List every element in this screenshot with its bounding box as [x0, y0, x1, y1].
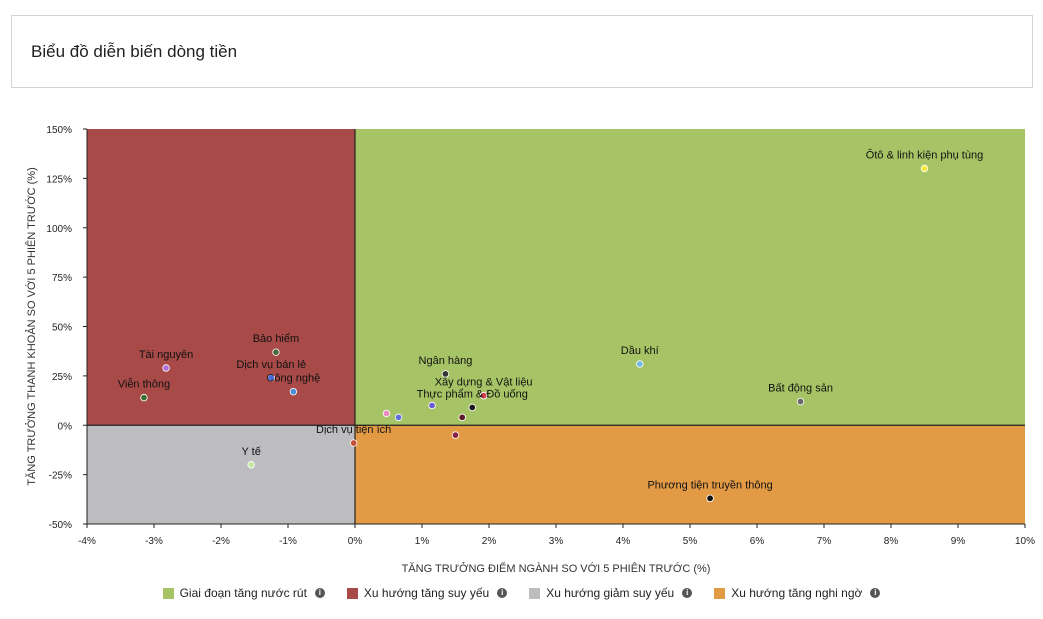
data-point-label: Xây dựng & Vật liệu [435, 377, 533, 389]
data-point-label: Bảo hiểm [253, 333, 299, 345]
legend-label: Xu hướng giảm suy yếu [546, 586, 675, 600]
chart-legend: Giai đoạn tăng nước rút i Xu hướng tăng … [0, 584, 1043, 602]
y-tick-label: -50% [49, 520, 72, 531]
legend-item-xu-huong-tang-nghi-ngo[interactable]: Xu hướng tăng nghi ngờ i [714, 584, 881, 602]
data-point-label: Dầu khí [621, 345, 659, 357]
data-point [247, 461, 255, 469]
chart-title-card: Biểu đồ diễn biến dòng tiền [11, 15, 1033, 88]
x-tick-label: -1% [279, 536, 297, 547]
y-tick-label: 150% [46, 125, 72, 136]
x-tick-label: 2% [482, 536, 497, 547]
data-point [796, 397, 805, 406]
page-title: Biểu đồ diễn biến dòng tiền [31, 42, 238, 61]
y-tick-label: 75% [52, 273, 72, 284]
data-point-label: Công nghệ [266, 373, 320, 385]
quadrant-xu-hướng-tăng-suy-yếu [87, 129, 355, 426]
data-point [920, 164, 929, 173]
legend-swatch [529, 587, 541, 599]
data-point-label: Dịch vụ bán lẻ [236, 359, 306, 371]
data-point [428, 401, 436, 410]
x-tick-label: -4% [78, 536, 96, 547]
legend-label: Xu hướng tăng nghi ngờ [731, 586, 863, 600]
data-point [458, 413, 466, 422]
y-tick-label: 100% [46, 224, 72, 235]
info-icon[interactable]: i [682, 588, 693, 598]
legend-item-xu-huong-tang-suy-yeu[interactable]: Xu hướng tăng suy yếu i [346, 584, 508, 602]
info-icon[interactable]: i [497, 588, 508, 598]
data-point [349, 439, 358, 447]
legend-label: Giai đoạn tăng nước rút [179, 586, 307, 600]
legend-item-xu-huong-giam-suy-yeu[interactable]: Xu hướng giảm suy yếu i [529, 584, 693, 602]
info-icon[interactable]: i [870, 588, 881, 598]
data-point [441, 370, 450, 378]
data-point-label: Viễn thông [118, 378, 170, 391]
legend-swatch [714, 587, 726, 599]
quadrant-xu-hướng-giảm-suy-yếu [87, 425, 355, 524]
data-point-label: Thực phẩm & Đồ uống [417, 388, 528, 400]
data-point-label: Bất động sản [768, 383, 833, 395]
legend-swatch [162, 587, 174, 599]
data-point [289, 387, 298, 396]
x-tick-label: 9% [951, 536, 966, 547]
y-tick-label: 125% [46, 174, 72, 185]
legend-item-giai-doan-tang-nuoc-rut[interactable]: Giai đoạn tăng nước rút i [162, 584, 325, 602]
data-point-label: Dịch vụ tiện ích [316, 424, 391, 436]
data-point [394, 413, 403, 422]
data-point [267, 374, 275, 382]
x-tick-label: 4% [616, 536, 631, 547]
x-axis-title: TĂNG TRƯỞNG ĐIỂM NGÀNH SO VỚI 5 PHIÊN TR… [402, 562, 711, 575]
y-tick-label: 25% [52, 372, 72, 383]
data-point [451, 431, 460, 439]
info-icon[interactable]: i [314, 588, 325, 598]
quadrant-xu-hướng-tăng-nghi-ngờ [355, 425, 1025, 524]
x-tick-label: 3% [549, 536, 564, 547]
data-point [636, 360, 644, 368]
data-point [272, 348, 280, 356]
quadrant-giai-đoạn-tăng-nước-rút [355, 129, 1025, 426]
x-tick-label: -3% [145, 536, 163, 547]
x-tick-label: 0% [348, 536, 363, 547]
y-tick-label: 50% [52, 323, 72, 334]
scatter-chart: -4% -3% -2% -1% 0% 1% 2% 3% 4% 5% 6% 7% 8% 9% 10% 150% 1… [25, 125, 1035, 575]
data-point [479, 391, 488, 400]
data-point-label: Phương tiện truyền thông [647, 479, 772, 491]
x-tick-label: 6% [750, 536, 765, 547]
x-tick-label: 7% [817, 536, 832, 547]
data-point-label: Y tế [241, 446, 260, 458]
x-tick-label: 10% [1015, 536, 1035, 547]
x-tick-label: 8% [884, 536, 899, 547]
data-point [706, 494, 714, 503]
x-tick-label: 5% [683, 536, 698, 547]
data-point [468, 403, 476, 412]
data-point-label: Tài nguyên [139, 349, 193, 361]
data-point-label: Ôtô & linh kiện phụ tùng [866, 149, 983, 162]
data-point [140, 393, 148, 402]
data-point [382, 409, 391, 418]
y-tick-label: -25% [49, 471, 72, 482]
y-tick-label: 0% [58, 421, 73, 432]
x-tick-label: -2% [212, 536, 230, 547]
legend-swatch [346, 587, 358, 599]
legend-label: Xu hướng tăng suy yếu [363, 586, 490, 600]
x-tick-label: 1% [415, 536, 430, 547]
data-point-label: Ngân hàng [419, 355, 473, 367]
data-point [162, 364, 170, 372]
y-axis-title: TĂNG TRƯỞNG THANH KHOẢN SO VỚI 5 PHIÊN T… [25, 167, 38, 485]
